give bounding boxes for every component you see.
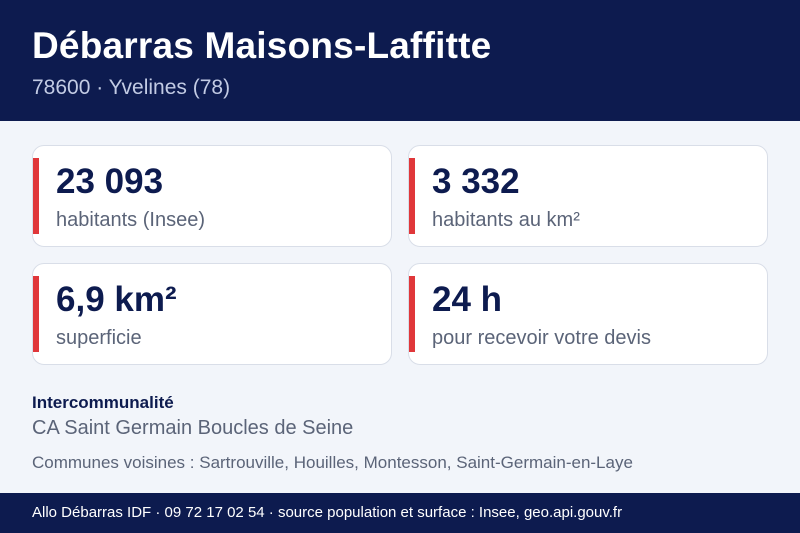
stat-label: pour recevoir votre devis — [432, 327, 651, 349]
stat-card-area: 6,9 km² superficie — [32, 263, 392, 365]
stat-card-population: 23 093 habitants (Insee) — [32, 145, 392, 247]
page-subtitle: 78600 · Yvelines (78) — [32, 76, 231, 99]
stat-card-accent-bar — [409, 158, 415, 234]
stat-value: 3 332 — [432, 162, 520, 201]
stat-label: habitants (Insee) — [56, 209, 205, 231]
stat-value: 24 h — [432, 280, 503, 319]
communes-voisines: Communes voisines : Sartrouville, Houill… — [32, 453, 633, 472]
stat-card-accent-bar — [409, 276, 415, 352]
page-header: Débarras Maisons-Laffitte 78600 · Yvelin… — [0, 0, 800, 121]
stat-card-accent-bar — [33, 276, 39, 352]
stat-label: superficie — [56, 327, 142, 349]
stat-label: habitants au km² — [432, 209, 580, 231]
stat-card-density: 3 332 habitants au km² — [408, 145, 768, 247]
page-title: Débarras Maisons-Laffitte — [32, 25, 492, 66]
intercommunalite-title: Intercommunalité — [32, 393, 174, 412]
stat-value: 23 093 — [56, 162, 164, 201]
stat-card-accent-bar — [33, 158, 39, 234]
page-footer: Allo Débarras IDF · 09 72 17 02 54 · sou… — [0, 493, 800, 533]
stat-value: 6,9 km² — [56, 280, 177, 319]
stat-card-quote-delay: 24 h pour recevoir votre devis — [408, 263, 768, 365]
intercommunalite-name: CA Saint Germain Boucles de Seine — [32, 417, 354, 439]
